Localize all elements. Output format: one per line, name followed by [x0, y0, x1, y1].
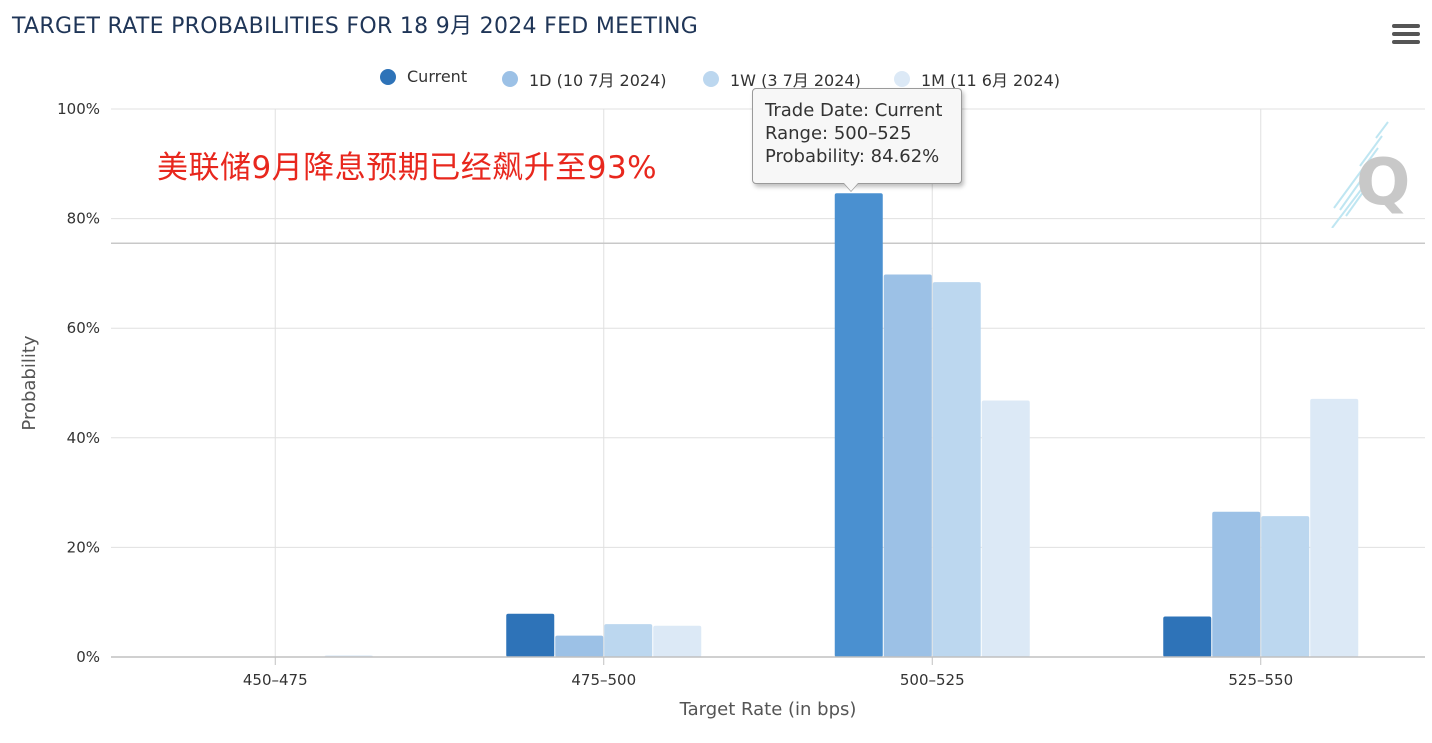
bar-1w-1[interactable]	[604, 624, 653, 657]
x-axis-title: Target Rate (in bps)	[679, 699, 857, 720]
y-tick-label: 80%	[67, 210, 100, 228]
bar-1m-2[interactable]	[981, 400, 1030, 657]
tooltip-range: Range: 500–525	[765, 123, 912, 144]
tooltip-trade-date: Trade Date: Current	[765, 100, 943, 121]
bar-1d-3[interactable]	[1212, 511, 1261, 657]
bar-1m-1[interactable]	[653, 625, 702, 657]
x-tick-label: 475–500	[571, 671, 636, 689]
svg-text:Q: Q	[1356, 146, 1410, 220]
bar-1m-3[interactable]	[1310, 398, 1359, 657]
bar-current-3[interactable]	[1163, 616, 1212, 657]
hamburger-menu-icon[interactable]	[1392, 24, 1420, 46]
y-tick-label: 100%	[57, 100, 100, 118]
bar-1d-1[interactable]	[555, 635, 604, 657]
chart-annotation: 美联储9月降息预期已经飙升至93%	[157, 150, 658, 186]
chart-bars	[324, 193, 1359, 657]
legend-dot-icon	[894, 71, 910, 87]
legend-dot-icon	[380, 68, 396, 85]
bar-current-1[interactable]	[506, 613, 555, 657]
y-tick-label: 20%	[67, 538, 100, 556]
y-tick-label: 60%	[67, 319, 100, 337]
bar-1w-2[interactable]	[932, 282, 981, 657]
legend-item-1w[interactable]: 1W (3 7月 2024)	[703, 67, 861, 91]
tooltip-probability: Probability: 84.62%	[765, 146, 940, 167]
legend-label: Current	[407, 67, 468, 86]
y-tick-label: 40%	[67, 429, 100, 447]
x-tick-label: 450–475	[243, 671, 308, 689]
legend-item-1m[interactable]: 1M (11 6月 2024)	[894, 67, 1060, 91]
x-tick-label: 525–550	[1228, 671, 1293, 689]
bar-tooltip: Trade Date: Current Range: 500–525 Proba…	[752, 88, 962, 184]
tooltip-pointer-fill	[844, 183, 858, 191]
bar-1w-3[interactable]	[1261, 516, 1310, 657]
legend-dot-icon	[502, 71, 518, 87]
legend-item-current[interactable]: Current	[380, 67, 467, 86]
y-tick-label: 0%	[76, 648, 100, 666]
x-tick-label: 500–525	[900, 671, 965, 689]
chart-legend: Current 1D (10 7月 2024) 1W (3 7月 2024) 1…	[0, 67, 1432, 91]
chart-axes: 0% 20% 40% 60% 80% 100% 450–475 475–500 500–525 5…	[19, 100, 1425, 720]
legend-label: 1M (11 6月 2024)	[921, 71, 1060, 90]
bar-current-2[interactable]	[834, 193, 883, 657]
legend-dot-icon	[703, 71, 719, 87]
chart-title: TARGET RATE PROBABILITIES FOR 18 9月 2024…	[12, 14, 699, 39]
legend-item-1d[interactable]: 1D (10 7月 2024)	[502, 67, 667, 91]
cme-q-logo-icon: Q	[1331, 121, 1410, 228]
legend-label: 1D (10 7月 2024)	[529, 71, 667, 90]
bar-1d-2[interactable]	[883, 274, 932, 657]
legend-label: 1W (3 7月 2024)	[730, 71, 861, 90]
y-axis-title: Probability	[19, 335, 40, 430]
